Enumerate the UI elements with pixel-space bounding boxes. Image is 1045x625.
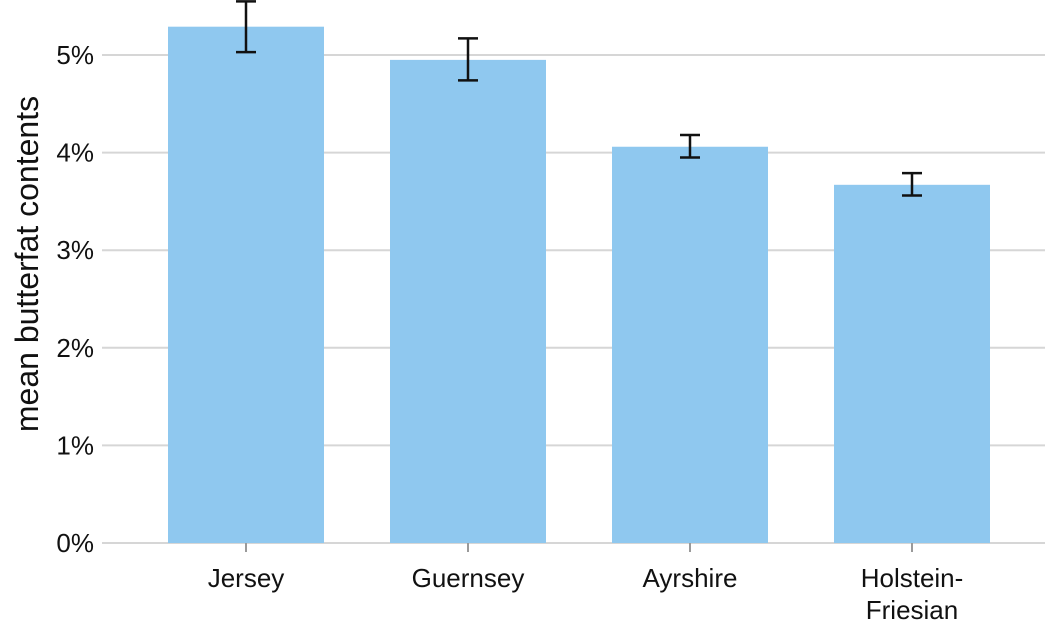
bar	[834, 184, 990, 544]
y-tick-label: 1%	[56, 430, 94, 460]
y-axis: 0% 1% 2% 3% 4% 5%	[56, 40, 94, 558]
error-bar	[680, 133, 700, 159]
bar	[390, 59, 546, 543]
error-bar	[458, 37, 478, 82]
bar	[168, 26, 324, 544]
y-tick-label: 2%	[56, 333, 94, 363]
error-bar	[902, 171, 922, 197]
x-tick-label: Holstein-Friesian	[861, 563, 964, 625]
x-axis: Jersey Guernsey Ayrshire Holstein-Friesian	[208, 543, 964, 625]
x-tick-label: Guernsey	[412, 563, 525, 593]
y-tick-label: 0%	[56, 528, 94, 558]
x-tick-label: Ayrshire	[643, 563, 738, 593]
bar	[612, 146, 768, 543]
y-axis-title: mean butterfat contents	[9, 96, 45, 432]
y-tick-label: 5%	[56, 40, 94, 70]
error-bar	[236, 0, 256, 54]
error-bars	[236, 0, 922, 197]
y-tick-label: 4%	[56, 138, 94, 168]
x-tick-label: Jersey	[208, 563, 285, 593]
bars	[168, 26, 990, 544]
y-tick-label: 3%	[56, 235, 94, 265]
